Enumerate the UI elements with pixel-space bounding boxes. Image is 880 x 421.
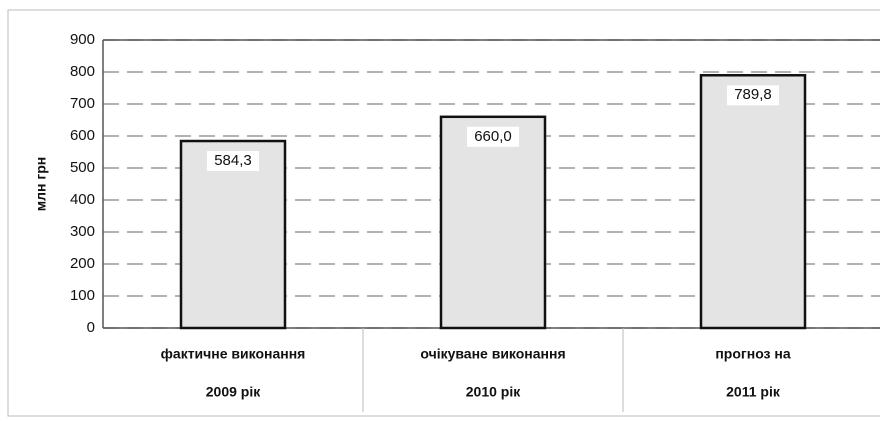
value-label: 584,3 [214,152,252,169]
y-tick-label: 500 [70,159,95,176]
x-tick-label: фактичне виконання [161,346,306,362]
bar [699,74,807,330]
y-tick-label: 600 [70,127,95,144]
y-tick-label: 700 [70,95,95,112]
x-tick-label: прогноз на [715,346,791,362]
y-axis-label: млн грн [33,157,49,211]
x-tick-label: очікуване виконання [420,346,565,362]
value-label: 660,0 [474,128,512,145]
bar [179,139,287,330]
x-tick-label: 2010 рік [466,384,521,400]
bar [439,115,547,330]
y-tick-label: 900 [70,31,95,48]
y-tick-label: 200 [70,255,95,272]
value-label: 789,8 [734,86,772,103]
y-tick-label: 300 [70,223,95,240]
value-label-bg [207,151,259,172]
y-tick-label: 400 [70,191,95,208]
x-tick-label: 2011 рік [726,384,781,400]
y-tick-label: 800 [70,63,95,80]
value-label-bg [727,85,779,106]
value-label-bg [467,126,519,147]
x-tick-label: 2009 рік [206,384,261,400]
y-tick-label: 0 [87,319,95,336]
y-tick-label: 100 [70,287,95,304]
